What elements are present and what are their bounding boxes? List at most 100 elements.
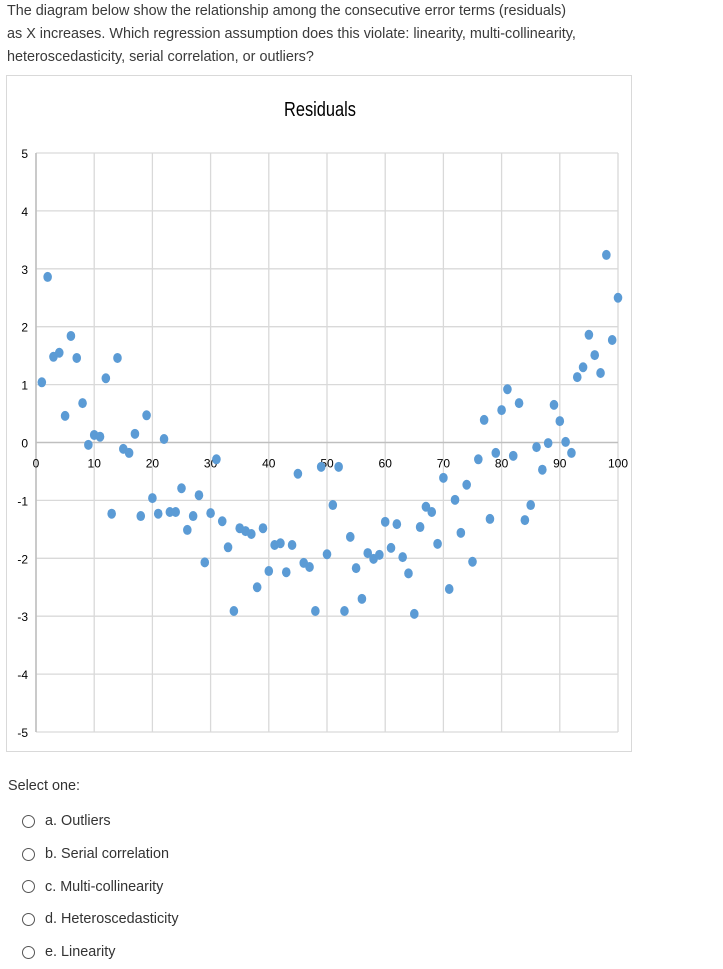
data-point	[136, 511, 146, 522]
data-point	[351, 563, 361, 574]
data-point	[194, 490, 204, 501]
y-tick-label: -3	[17, 610, 28, 624]
data-point	[316, 461, 326, 472]
data-point	[386, 542, 396, 553]
data-point	[532, 442, 541, 453]
data-point	[37, 377, 47, 388]
data-point	[78, 398, 87, 409]
data-point	[427, 506, 437, 517]
data-point	[311, 605, 320, 616]
data-points	[37, 249, 623, 619]
data-point	[340, 605, 349, 616]
y-tick-label: 2	[21, 321, 28, 335]
question-text: The diagram below show the relationship …	[7, 0, 717, 69]
data-point	[380, 516, 390, 527]
gridlines	[35, 152, 619, 733]
data-point	[200, 557, 210, 568]
data-point	[468, 556, 477, 567]
data-point	[153, 508, 163, 519]
option-heteroscedasticity[interactable]: d. Heteroscedasticity	[22, 903, 179, 936]
option-multi-collinearity[interactable]: c. Multi-collinearity	[22, 870, 179, 903]
data-point	[212, 454, 221, 465]
question-line-3: heteroscedasticity, serial correlation, …	[7, 49, 314, 65]
data-point	[607, 335, 617, 346]
data-point	[415, 522, 425, 533]
data-point	[171, 506, 180, 517]
y-tick-label: -2	[17, 552, 28, 566]
y-tick-label: -4	[17, 668, 28, 682]
data-point	[561, 436, 570, 447]
option-serial-correlation[interactable]: b. Serial correlation	[22, 838, 179, 871]
residuals-chart: 5 4 3 2 1 0 -1 -2 -3 -4 -5 0 10 20 30 40 50 60 70 80 90 100 R…	[6, 75, 632, 752]
data-point	[188, 511, 198, 522]
data-point	[491, 447, 501, 458]
data-point	[95, 431, 105, 442]
option-label: e. Linearity	[45, 944, 116, 961]
data-point	[84, 439, 93, 450]
radio-button[interactable]	[22, 945, 35, 959]
data-point	[322, 549, 332, 560]
option-linearity[interactable]: e. Linearity	[22, 936, 179, 969]
data-point	[72, 352, 82, 363]
data-point	[101, 373, 111, 384]
data-point	[433, 538, 442, 549]
data-point	[584, 329, 594, 340]
data-point	[404, 568, 413, 579]
y-tick-label: 0	[21, 437, 28, 451]
radio-button[interactable]	[22, 912, 35, 926]
y-tick-label: -5	[17, 726, 28, 740]
data-point	[357, 593, 367, 604]
question-line-2: as X increases. Which regression assumpt…	[7, 26, 576, 42]
data-point	[485, 513, 495, 524]
data-point	[572, 372, 582, 383]
data-point	[334, 461, 343, 472]
data-point	[613, 292, 623, 303]
data-point	[549, 399, 559, 410]
option-label: c. Multi-collinearity	[45, 878, 164, 895]
data-point	[43, 271, 52, 282]
x-tick-label: 0	[33, 457, 40, 471]
data-point	[567, 447, 576, 458]
data-point	[392, 519, 402, 530]
data-point	[439, 472, 448, 483]
radio-button[interactable]	[22, 814, 35, 828]
data-point	[421, 501, 431, 512]
data-point	[107, 508, 116, 519]
data-point	[305, 561, 314, 572]
data-point	[578, 362, 588, 373]
data-point	[206, 508, 215, 519]
data-point	[293, 468, 303, 479]
radio-button[interactable]	[22, 847, 35, 861]
option-label: b. Serial correlation	[45, 846, 169, 863]
chart-title: Residuals	[284, 97, 356, 120]
data-point	[223, 542, 233, 553]
data-point	[264, 566, 274, 577]
data-point	[375, 549, 384, 560]
data-point	[456, 527, 466, 538]
data-point	[479, 414, 489, 425]
data-point	[159, 434, 169, 445]
answer-options: a. Outliers b. Serial correlation c. Mul…	[22, 805, 179, 968]
y-tick-label: 4	[21, 205, 28, 219]
radio-button[interactable]	[22, 880, 35, 894]
data-point	[281, 567, 291, 578]
data-point	[363, 548, 373, 559]
data-point	[590, 350, 600, 361]
data-point	[183, 524, 192, 535]
data-point	[113, 352, 122, 363]
data-point	[514, 398, 524, 409]
data-point	[410, 608, 419, 619]
x-tick-label: 20	[146, 457, 160, 471]
x-tick-label: 40	[262, 457, 276, 471]
data-point	[54, 347, 64, 358]
data-point	[148, 493, 157, 504]
data-point	[217, 516, 227, 527]
data-point	[142, 410, 151, 421]
y-tick-label: 1	[21, 379, 28, 393]
option-outliers[interactable]: a. Outliers	[22, 805, 179, 838]
data-point	[345, 531, 355, 542]
x-tick-label: 80	[495, 457, 509, 471]
y-tick-label: 5	[21, 147, 28, 161]
data-point	[444, 583, 454, 594]
option-label: a. Outliers	[45, 813, 111, 830]
